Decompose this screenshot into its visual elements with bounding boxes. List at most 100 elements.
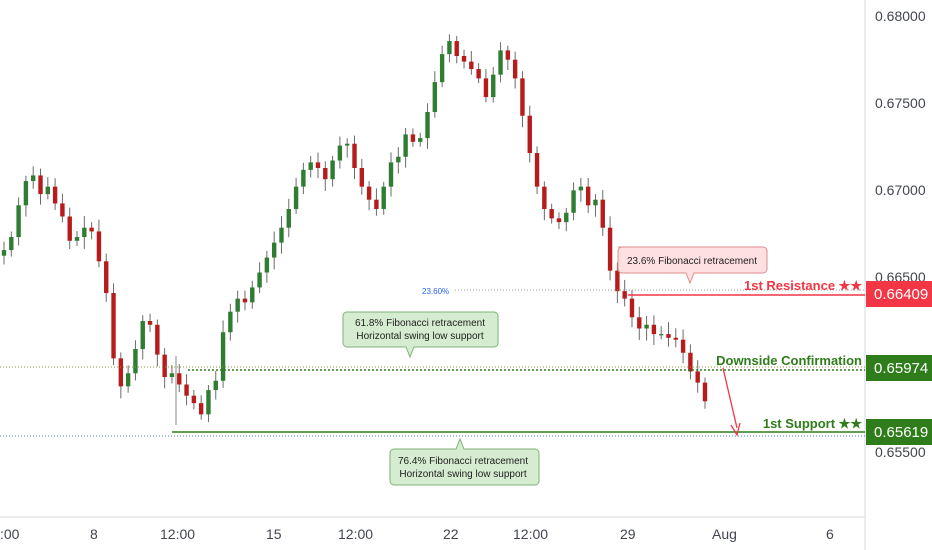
candle-body [279,227,284,243]
candle-body [308,162,313,170]
candle-body [461,55,467,62]
candle-body [67,216,72,241]
confirmation-price: 0.65974 [874,360,928,377]
confirmation-price-tag [866,355,932,381]
x-tick-label: 22 [443,526,459,542]
callout-fib-764[interactable]: 76.4% Fibonacci retracement Horizontal s… [389,437,540,486]
resistance-label: 1st Resistance ★★ [744,278,862,293]
candle-body [527,115,532,154]
candle-body [271,242,277,258]
downside-confirmation-label: Downside Confirmation [716,353,862,368]
support-price-tag [866,419,932,445]
x-tick-label: :00 [0,526,20,542]
candle-body [220,332,226,381]
candle-body [666,334,671,338]
candle-body [74,237,80,241]
candle-body [169,373,175,378]
candle-body [257,272,262,288]
candle-body [213,380,218,391]
candle-body [622,291,627,299]
candle-body [593,199,598,206]
callout-fib-618[interactable]: 61.8% Fibonacci retracement Horizontal s… [342,311,499,359]
candle-body [644,324,649,329]
candle-body [469,61,474,70]
candle-body [447,41,452,55]
projection-arrow [722,367,741,437]
candle-body [228,311,233,333]
x-tick-label: 29 [620,526,636,542]
candle-body [564,212,569,223]
candle-body [637,317,642,329]
x-tick-label: 12:00 [513,526,548,542]
x-tick-label: Aug [712,526,737,542]
support-price: 0.65619 [874,424,928,441]
candle-body [549,209,554,219]
candle-body [293,186,299,210]
candle-body [1,250,7,256]
candle-body [250,287,255,303]
candle-body [140,321,145,350]
y-tick-label: 0.65500 [875,444,926,460]
candle-body [366,186,372,200]
candle-body [432,82,438,112]
candle-body [286,209,291,228]
candle-body [191,395,197,404]
candle-body [585,186,591,206]
candle-body [542,186,547,210]
candle-body [454,41,459,56]
x-tick-label: 6 [826,526,834,542]
candle-body [695,371,700,383]
candle-body [337,145,343,161]
callout-fib-618-line1: 61.8% Fibonacci retracement [355,318,485,329]
candle-body [476,69,481,79]
candle-body [359,167,365,187]
resistance-price-tag [866,281,932,307]
candle-body [352,143,357,168]
candle-body [301,169,306,187]
candle-body [133,349,138,374]
callout-fib-764-line2: Horizontal swing low support [399,469,527,480]
time-axis[interactable]: :00 8 12:00 15 12:00 22 12:00 29 Aug 6 [0,526,834,542]
candle-body [556,218,562,223]
candle-body [38,175,43,195]
candle-body [520,78,525,116]
candle-body [60,203,65,217]
candle-body [89,227,94,232]
y-tick-label: 0.67000 [875,182,926,198]
candle-body [111,293,116,359]
candle-body [410,134,416,142]
price-axis[interactable]: 0.68000 0.67500 0.67000 0.66500 0.65500 [875,8,926,460]
candle-body [96,231,102,262]
candle-body [403,134,408,157]
candle-body [23,181,29,206]
candle-body [177,373,182,385]
candle-body [374,199,379,210]
candle-body [658,334,664,336]
candle-body [184,384,189,396]
candle-body [418,138,423,142]
candle-body [31,175,36,182]
candle-body [162,354,167,378]
candle-body [82,227,87,238]
candle-body [505,50,511,60]
candle-body [615,270,620,292]
candle-body [206,390,211,415]
candle-body [330,160,335,180]
candle-body [344,143,350,146]
callout-fib-236[interactable]: 23.6% Fibonacci retracement [617,246,768,285]
candle-body [16,205,21,238]
callout-fib-236-text: 23.6% Fibonacci retracement [627,256,757,267]
x-tick-label: 12:00 [338,526,373,542]
candle-body [235,298,240,312]
candle-body [607,227,613,271]
candle-body [125,373,131,387]
y-tick-label: 0.67500 [875,95,926,111]
resistance-price: 0.66409 [874,286,928,303]
candle-body [242,298,248,303]
candle-body [52,186,58,204]
candle-body [512,59,518,79]
candle-body [680,339,686,353]
candle-body [323,167,328,180]
candle-body [498,50,503,75]
